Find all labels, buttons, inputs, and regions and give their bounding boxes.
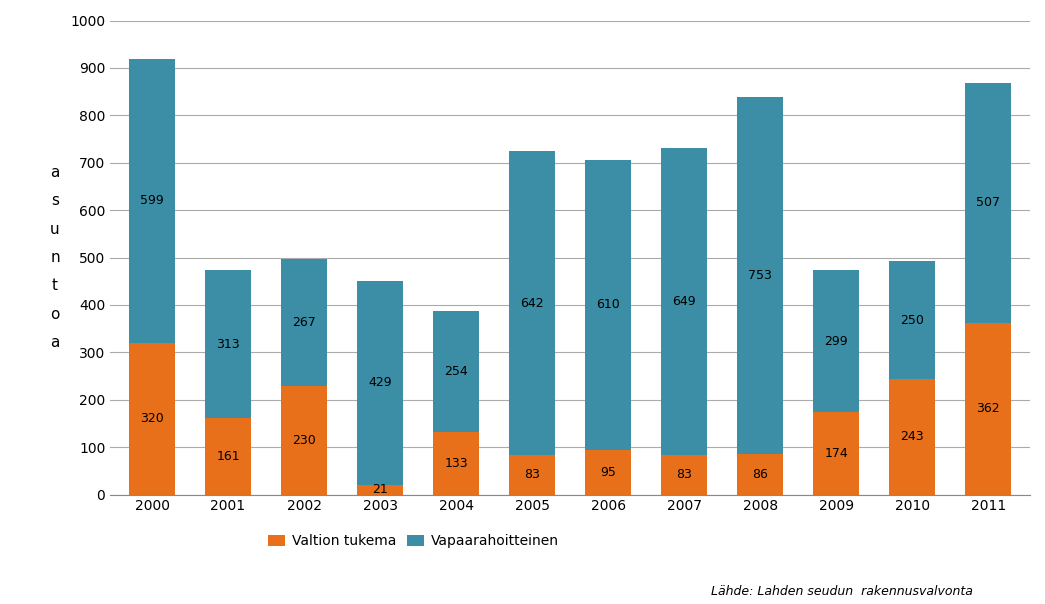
Bar (585, 449, 631, 495)
Text: 362: 362 (976, 402, 1000, 416)
Text: o: o (50, 307, 60, 322)
Bar (205, 418, 251, 495)
Bar (434, 311, 479, 431)
Bar (281, 385, 327, 495)
Bar (966, 323, 1011, 495)
Text: a: a (50, 165, 60, 180)
Bar (889, 379, 935, 495)
Text: a: a (50, 335, 60, 350)
Bar (357, 484, 403, 495)
Bar (813, 271, 859, 412)
Bar (889, 261, 935, 379)
Text: 83: 83 (676, 469, 692, 481)
Text: 133: 133 (444, 457, 468, 469)
Text: 320: 320 (140, 413, 164, 425)
Bar (281, 259, 327, 385)
Text: 267: 267 (293, 316, 316, 329)
Text: 95: 95 (600, 466, 617, 478)
Text: 86: 86 (752, 467, 768, 481)
Text: 83: 83 (525, 469, 540, 481)
Text: 230: 230 (293, 434, 316, 446)
Text: 649: 649 (672, 295, 696, 308)
Bar (509, 455, 555, 495)
Bar (130, 59, 175, 343)
Bar (585, 160, 631, 449)
Text: 753: 753 (748, 269, 772, 282)
Text: 254: 254 (444, 365, 468, 378)
Bar (966, 83, 1011, 323)
Text: Lähde: Lahden seudun  rakennusvalvonta: Lähde: Lahden seudun rakennusvalvonta (711, 585, 973, 598)
Bar (661, 455, 706, 495)
Bar (509, 151, 555, 455)
Text: 243: 243 (901, 431, 924, 443)
Text: 299: 299 (825, 335, 847, 348)
Bar (661, 147, 706, 455)
Bar (738, 97, 783, 454)
Text: n: n (50, 250, 60, 265)
Text: 313: 313 (216, 338, 240, 350)
Text: 161: 161 (216, 450, 240, 463)
Bar (130, 343, 175, 495)
Bar (357, 281, 403, 484)
Bar (738, 454, 783, 495)
Text: s: s (51, 193, 59, 208)
Text: 429: 429 (368, 376, 392, 390)
Text: 599: 599 (140, 194, 164, 207)
Text: 174: 174 (825, 447, 849, 460)
Legend: Valtion tukema, Vapaarahoitteinen: Valtion tukema, Vapaarahoitteinen (263, 529, 564, 554)
Bar (205, 270, 251, 418)
Text: 250: 250 (900, 313, 924, 327)
Bar (813, 412, 859, 495)
Text: t: t (52, 278, 59, 294)
Text: 642: 642 (520, 297, 543, 310)
Text: 21: 21 (372, 483, 388, 496)
Text: 507: 507 (976, 196, 1000, 210)
Text: 610: 610 (597, 298, 620, 312)
Bar (434, 431, 479, 495)
Text: u: u (50, 222, 60, 237)
